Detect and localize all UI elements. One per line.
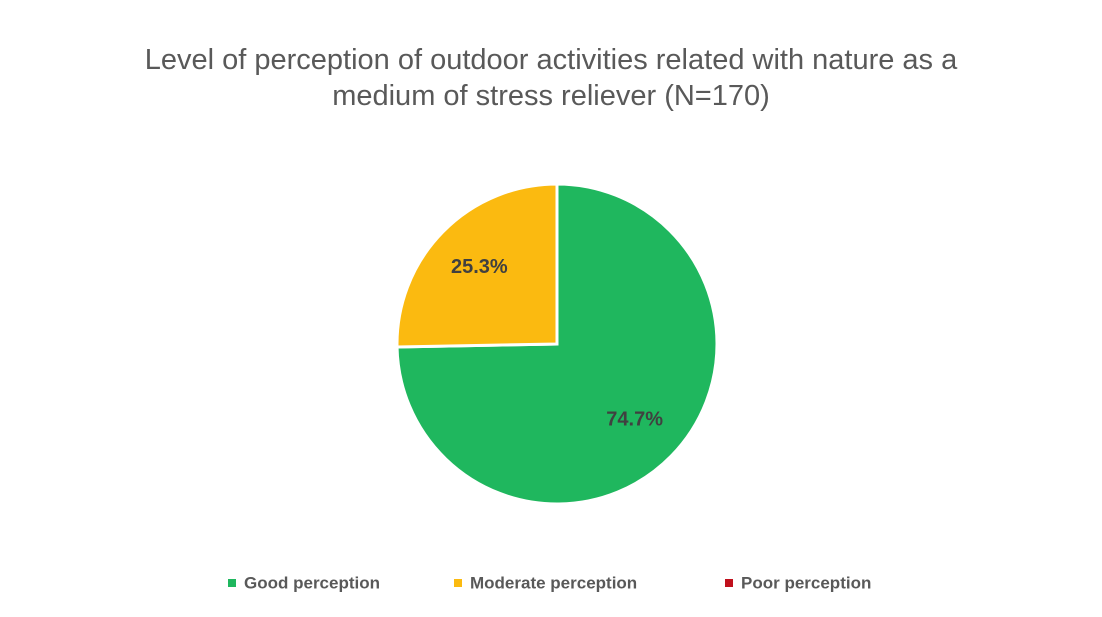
legend-label: Moderate perception — [470, 573, 637, 592]
data-label: 74.7% — [606, 408, 663, 430]
chart-title: Level of perception of outdoor activitie… — [144, 44, 958, 112]
data-label: 25.3% — [451, 256, 508, 278]
legend-marker — [725, 579, 733, 587]
legend-marker — [454, 579, 462, 587]
legend-label: Poor perception — [741, 573, 871, 592]
pie-slice — [395, 182, 559, 349]
legend-label: Good perception — [244, 573, 380, 592]
legend-marker — [228, 579, 236, 587]
